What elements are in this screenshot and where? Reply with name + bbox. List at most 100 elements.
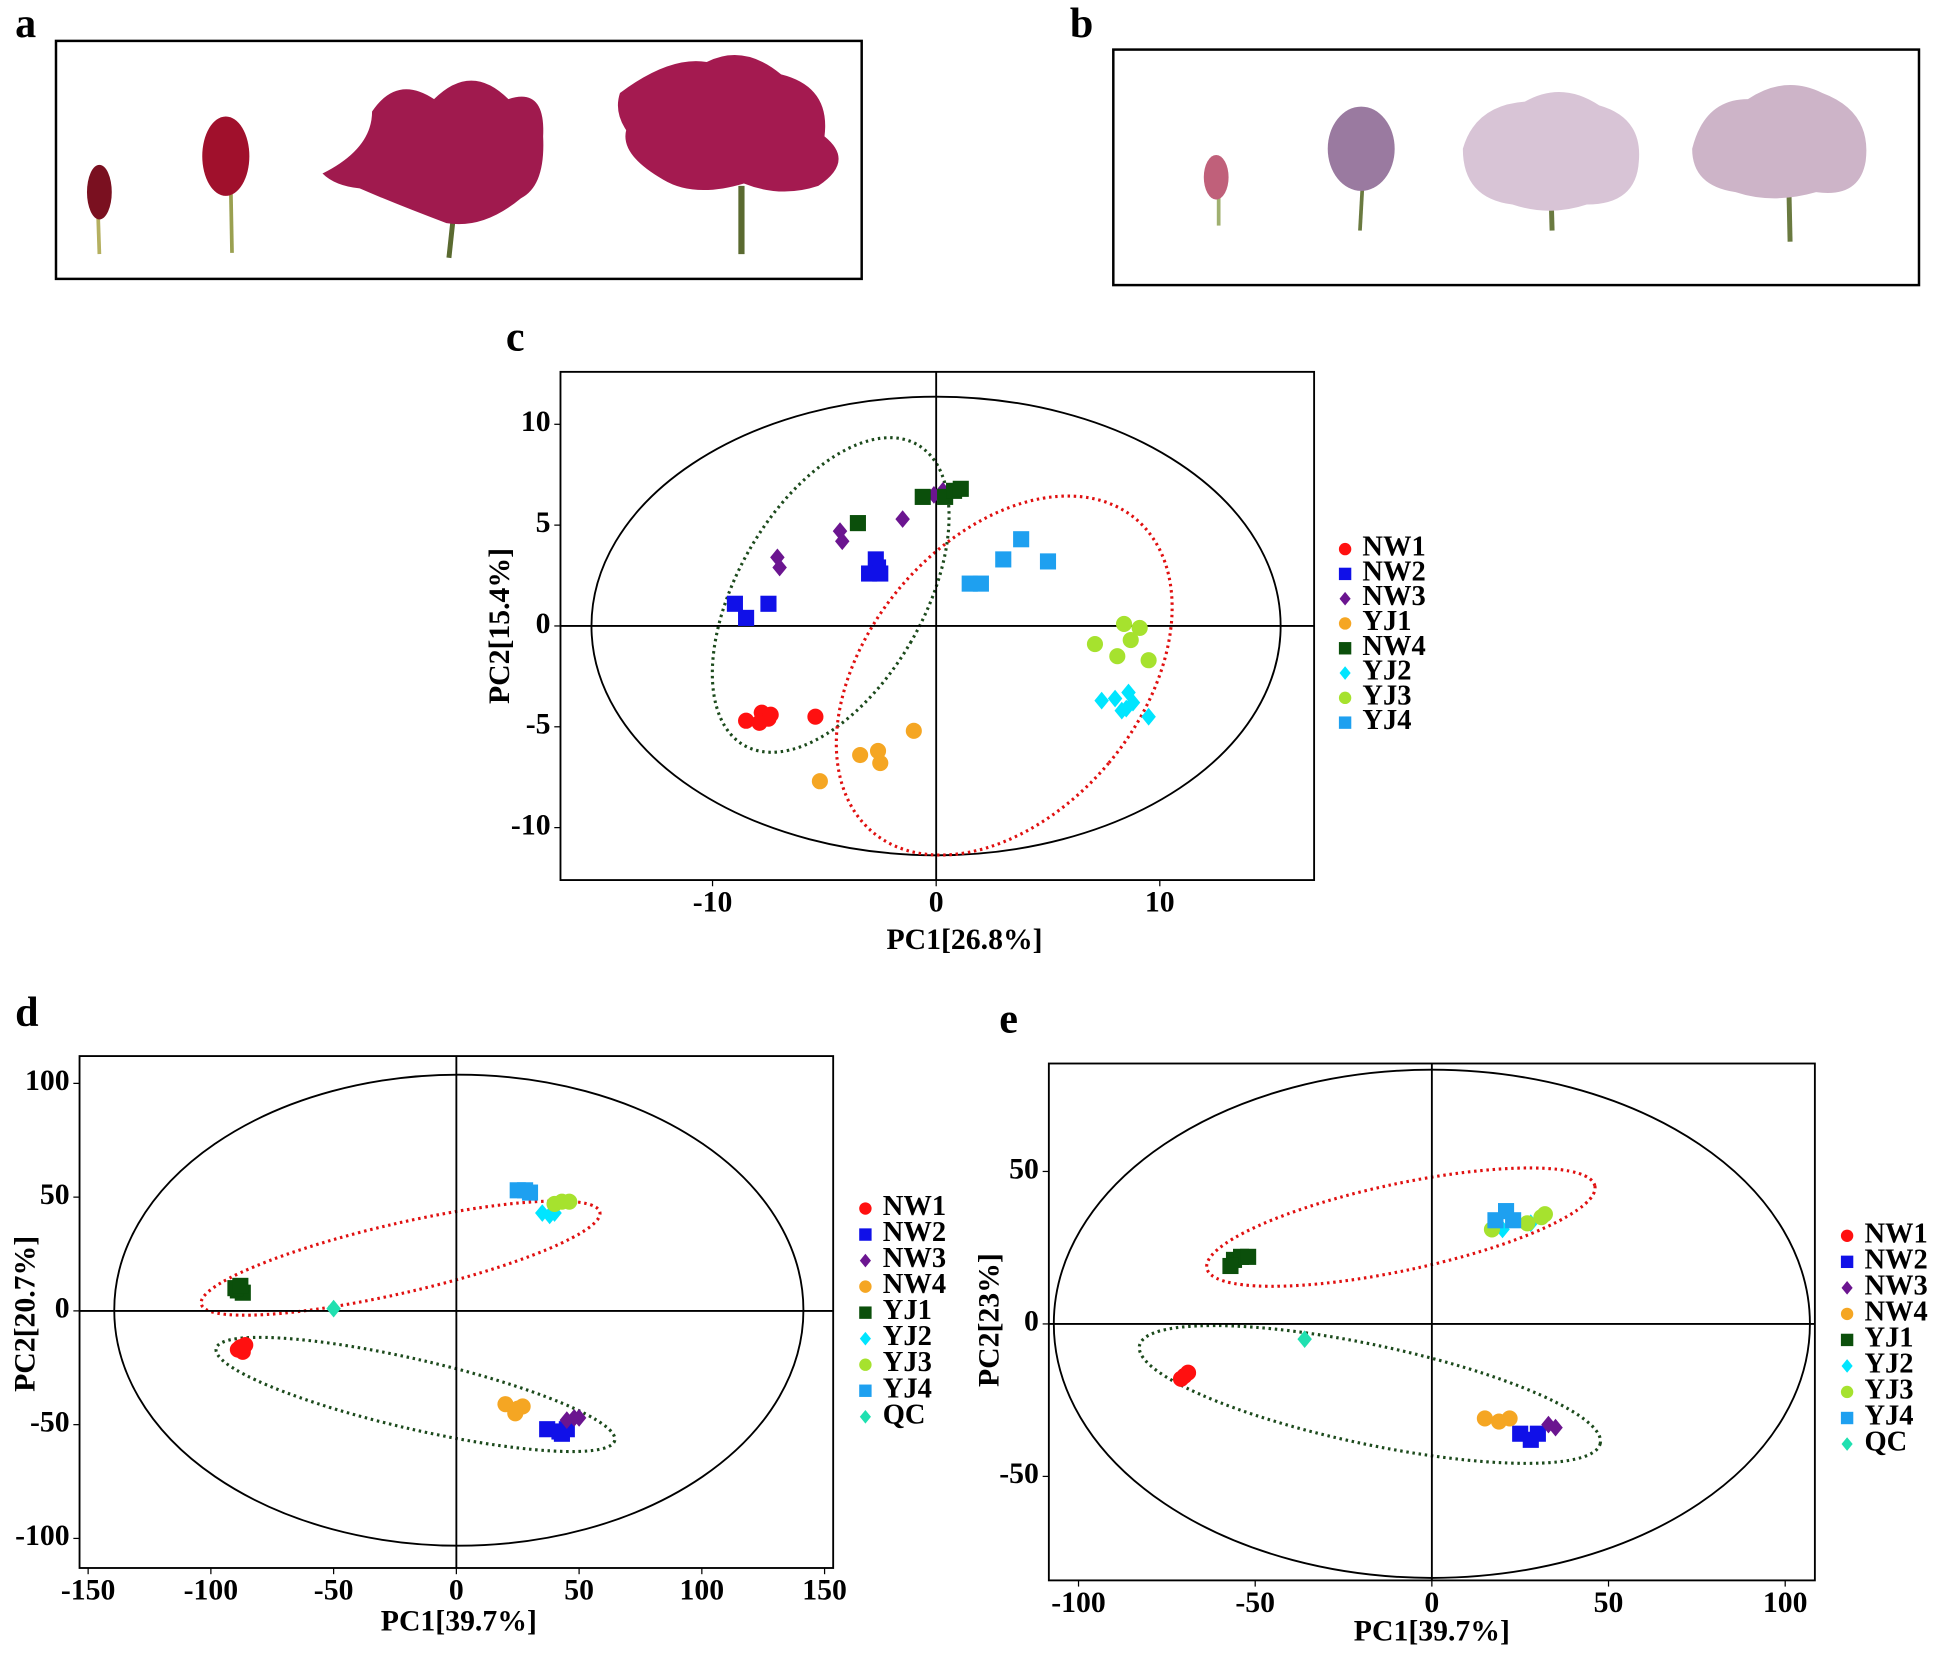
point (1541, 1415, 1556, 1434)
y-axis-label: PC2[23%] (973, 1253, 1006, 1387)
legend-label: QC (883, 1399, 926, 1430)
point (1109, 648, 1126, 665)
legend-marker (1338, 642, 1352, 655)
y-tick-label: 0 (1024, 1305, 1039, 1338)
legend-label: NW4 (883, 1269, 946, 1300)
panel-frame (1112, 48, 1921, 287)
legend-marker (1338, 567, 1352, 581)
y-tick-label: -5 (526, 708, 551, 741)
legend-marker (1339, 591, 1351, 606)
point (1476, 1410, 1493, 1427)
legend-marker (1338, 617, 1352, 630)
legend-marker (1338, 542, 1352, 556)
legend-label: YJ1 (1864, 1322, 1913, 1353)
point (1180, 1364, 1197, 1381)
point (726, 595, 743, 612)
legend-label: NW4 (1864, 1296, 1927, 1327)
x-tick-label: -50 (314, 1574, 354, 1607)
point (571, 1408, 587, 1427)
x-axis-label: PC1[39.7%] (381, 1605, 537, 1638)
legend-label: NW2 (1362, 556, 1425, 587)
point (1115, 615, 1133, 632)
legend-marker (1841, 1359, 1853, 1373)
y-tick-label: -50 (30, 1405, 70, 1438)
x-tick-label: 0 (929, 886, 944, 919)
legend-label: YJ2 (883, 1321, 932, 1352)
legend-marker (1840, 1333, 1854, 1347)
legend-label: NW4 (1362, 631, 1425, 662)
y-tick-label: 100 (25, 1064, 70, 1097)
legend-marker (859, 1409, 871, 1424)
legend-label: YJ3 (1864, 1375, 1913, 1406)
legend-marker (1840, 1307, 1854, 1321)
point (872, 755, 889, 772)
legend-marker (859, 1253, 871, 1268)
flower-stages (86, 55, 839, 259)
x-tick-label: 150 (802, 1574, 847, 1607)
legend-marker (1840, 1255, 1854, 1269)
legend-marker (1339, 666, 1351, 680)
legend-label: NW3 (1864, 1270, 1927, 1301)
point (1013, 531, 1030, 548)
legend-marker (859, 1306, 872, 1319)
legend-label: YJ2 (1864, 1348, 1913, 1379)
x-tick-label: -100 (1051, 1586, 1106, 1619)
legend-label: YJ4 (1362, 705, 1411, 736)
point (1119, 699, 1134, 718)
y-tick-label: 0 (536, 607, 551, 640)
panel-label: d (15, 989, 38, 1036)
panel-frame (54, 39, 863, 281)
point (760, 595, 777, 612)
legend-marker (1840, 1411, 1854, 1425)
point (1501, 1410, 1518, 1427)
legend-marker (1841, 1437, 1853, 1451)
legend-marker (859, 1202, 872, 1215)
point (895, 510, 910, 528)
y-tick-label: -10 (511, 808, 551, 841)
legend-label: NW3 (883, 1243, 946, 1274)
point (811, 773, 828, 790)
y-tick-label: 0 (55, 1292, 70, 1325)
point (738, 609, 755, 626)
point (232, 1277, 249, 1294)
legend-marker (859, 1384, 872, 1397)
flower-stages (1203, 84, 1867, 242)
point (1548, 1418, 1563, 1437)
legend-label: NW1 (1362, 532, 1425, 563)
y-tick-label: -100 (15, 1519, 70, 1552)
legend-label: NW2 (1864, 1244, 1927, 1275)
panel-label: c (506, 314, 525, 361)
point (326, 1299, 341, 1318)
point (1297, 1330, 1312, 1349)
point (1536, 1206, 1553, 1223)
point (1039, 553, 1057, 570)
legend-label: YJ3 (883, 1347, 932, 1378)
point (1519, 1215, 1536, 1232)
x-tick-label: 100 (1763, 1586, 1808, 1619)
legend-label: YJ3 (1362, 680, 1411, 711)
point (914, 488, 931, 505)
legend-label: YJ1 (1362, 606, 1411, 637)
point (869, 742, 887, 760)
point (1122, 632, 1139, 649)
point (539, 1421, 556, 1438)
point (1140, 652, 1157, 669)
point (738, 712, 755, 729)
x-tick-label: -100 (184, 1574, 239, 1607)
legend-marker (859, 1358, 872, 1371)
point (1125, 693, 1141, 712)
point (762, 706, 779, 723)
legend-marker (1840, 1229, 1854, 1242)
legend-marker (859, 1280, 872, 1293)
legend-marker (1338, 691, 1352, 705)
point (872, 565, 889, 582)
point (535, 1204, 550, 1222)
x-tick-label: 0 (449, 1574, 464, 1607)
x-tick-label: 10 (1145, 886, 1175, 919)
panel-label: e (999, 995, 1018, 1042)
point (1240, 1248, 1257, 1265)
point (807, 708, 824, 725)
point (1529, 1425, 1546, 1442)
legend-label: YJ4 (883, 1373, 932, 1404)
legend-label: NW3 (1362, 581, 1425, 612)
